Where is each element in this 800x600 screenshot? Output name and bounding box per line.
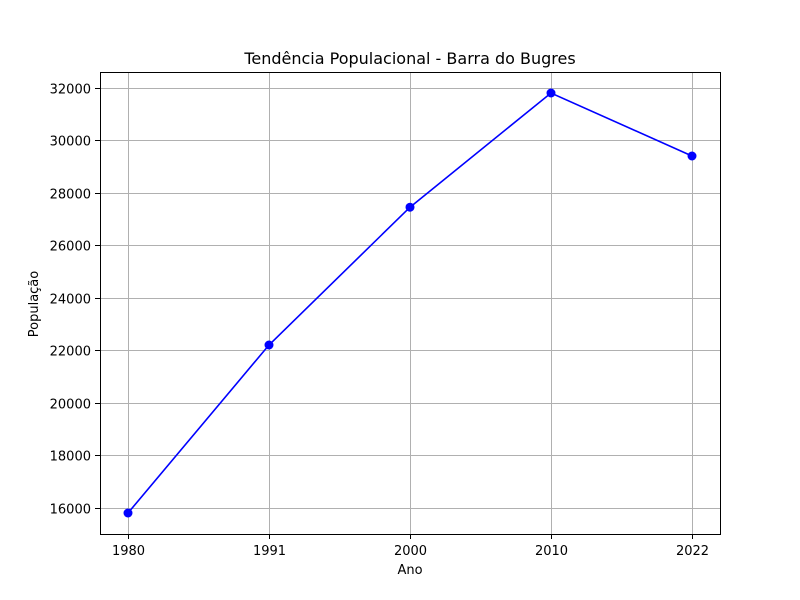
x-tick-label: 1991 bbox=[253, 544, 286, 559]
data-point-2000 bbox=[405, 202, 415, 212]
y-axis-ticks: 16000 18000 20000 22000 24000 26000 28000 30000… bbox=[50, 83, 100, 518]
y-tick-label: 16000 bbox=[50, 503, 91, 518]
x-axis-label: Ano bbox=[397, 563, 422, 578]
x-tick-label: 2000 bbox=[394, 544, 427, 559]
y-tick-label: 32000 bbox=[50, 83, 91, 98]
chart-title: Tendência Populacional - Barra do Bugres bbox=[243, 49, 575, 68]
data-point-1980 bbox=[123, 508, 133, 518]
data-point-2022 bbox=[687, 151, 697, 161]
grid bbox=[100, 72, 720, 534]
x-axis-ticks: 1980 1991 2000 2010 2022 bbox=[112, 534, 709, 559]
data-point-2010 bbox=[546, 88, 556, 98]
y-tick-label: 28000 bbox=[50, 188, 91, 203]
y-tick-label: 22000 bbox=[50, 345, 91, 360]
y-tick-label: 24000 bbox=[50, 293, 91, 308]
data-point-1991 bbox=[264, 340, 274, 350]
y-tick-label: 30000 bbox=[50, 135, 91, 150]
y-axis-label: População bbox=[27, 271, 42, 338]
y-tick-label: 26000 bbox=[50, 240, 91, 255]
y-tick-label: 20000 bbox=[50, 398, 91, 413]
x-tick-label: 2022 bbox=[676, 544, 709, 559]
x-tick-label: 1980 bbox=[112, 544, 145, 559]
series-layer bbox=[123, 88, 697, 518]
y-tick-label: 18000 bbox=[50, 450, 91, 465]
x-tick-label: 2010 bbox=[535, 544, 568, 559]
